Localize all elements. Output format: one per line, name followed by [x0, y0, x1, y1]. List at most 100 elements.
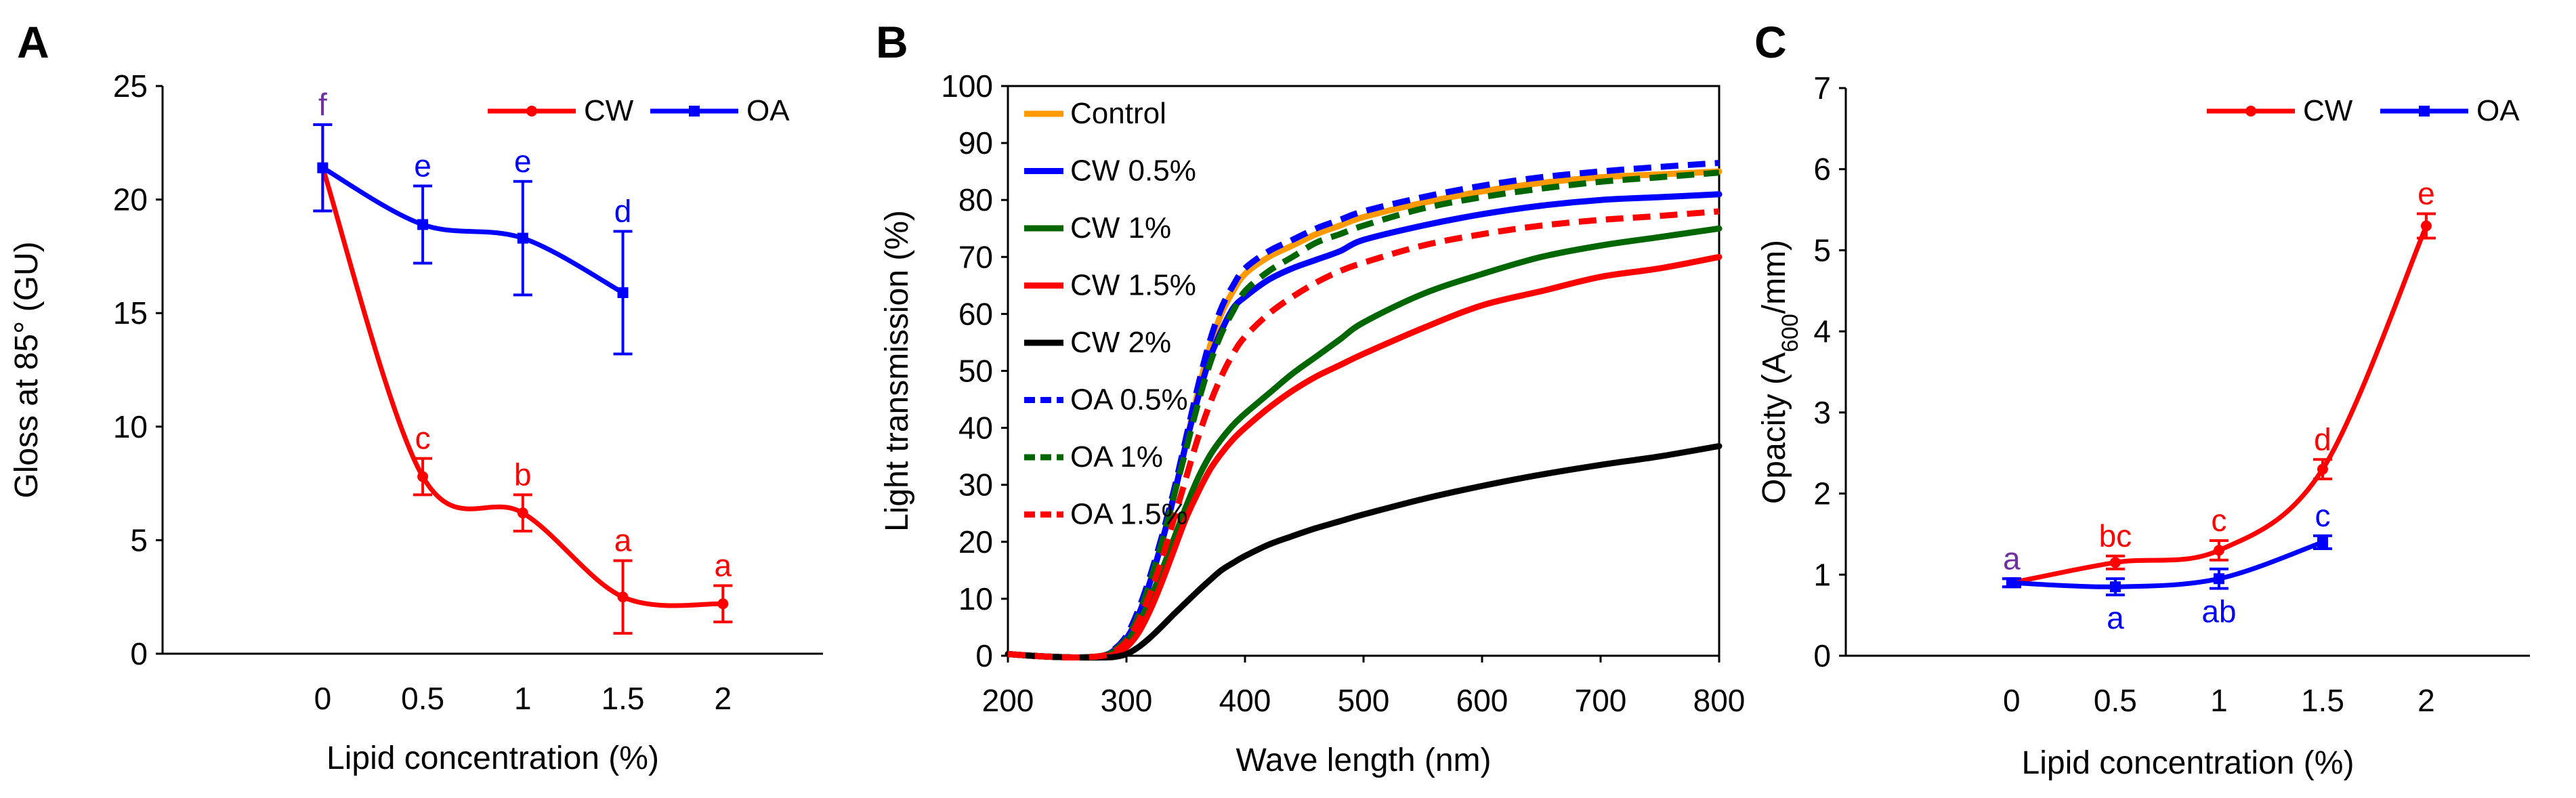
panel-c-series-oa-marker	[2109, 581, 2121, 593]
panel-a-x-tick-label: 0	[314, 681, 332, 716]
panel-c-legend-oa-marker	[2419, 106, 2430, 117]
panel-a-y-tick-label: 20	[113, 182, 148, 217]
panel-a-series-oa-marker	[517, 232, 528, 244]
panel-a-series-oa-significance-letter: e	[514, 144, 532, 179]
panel-b-y-tick-label: 40	[958, 411, 993, 446]
panel-b-x-tick-label: 700	[1575, 683, 1627, 718]
panel-a-series-oa-marker	[317, 162, 329, 173]
panel-b-x-tick-label: 500	[1338, 683, 1390, 718]
panel-b-x-tick-label: 600	[1456, 683, 1508, 718]
panel-b-x-tick-label: 400	[1219, 683, 1271, 718]
panel-a-series-cw-marker	[417, 471, 429, 482]
panel-c-series-oa-significance-letter: a	[2107, 600, 2124, 635]
panel-a-x-tick-label: 2	[714, 681, 732, 716]
panel-b-legend-cw-1-label: CW 1%	[1070, 211, 1171, 245]
panel-b-legend-control-label: Control	[1070, 97, 1166, 130]
panel-b-y-tick-label: 0	[975, 638, 993, 673]
panel-c-label: C	[1754, 17, 1787, 67]
panel-b-legend-cw-1-5-label: CW 1.5%	[1070, 269, 1196, 302]
panel-a-series-cw-marker	[717, 598, 729, 610]
panel-c-y-tick-label: 1	[1813, 557, 1831, 592]
panel-a-y-axis-title: Gloss at 85° (GU)	[9, 241, 45, 498]
panel-a-x-tick-label: 1	[514, 681, 532, 716]
panel-c-x-tick-label: 2	[2417, 683, 2435, 718]
panel-b-series-oa-1-line	[1007, 169, 1720, 661]
panel-a-series-cw-significance-letter: f	[318, 87, 327, 122]
panel-c-series-cw-significance-letter: a	[2003, 541, 2021, 576]
panel-a-series-oa-significance-letter: e	[414, 148, 431, 183]
panel-b-label: B	[876, 17, 908, 67]
panel-c-series-cw-marker	[2420, 220, 2432, 232]
panel-a-legend-cw-marker	[526, 106, 537, 117]
panel-c-series-cw-marker	[2109, 557, 2121, 568]
panel-a-series-oa-marker	[617, 287, 629, 299]
panel-a-series-cw-significance-letter: b	[514, 457, 532, 492]
panel-c-series-cw-line	[2009, 224, 2429, 585]
panel-c: C 0 1 2 3 4 5 6 7 0 0.5 1 1.5 2 Lipid concentration (…	[1754, 17, 2530, 781]
panel-b-y-tick-label: 10	[958, 581, 993, 616]
panel-a-x-tick-label: 1.5	[601, 681, 645, 716]
panel-c-series-oa-marker	[2006, 577, 2017, 589]
panel-b-legend-oa-0-5-label: OA 0.5%	[1070, 383, 1188, 417]
panel-a-legend-oa-marker	[689, 106, 700, 117]
panel-c-legend-cw-marker	[2245, 106, 2256, 117]
panel-c-series-cw-significance-letter: c	[2211, 503, 2226, 538]
panel-b-y-tick-label: 50	[958, 354, 993, 389]
panel-b-y-tick-label: 100	[941, 68, 993, 104]
panel-b-series-oa-1-5-line	[1007, 208, 1720, 661]
panel-a-series-oa-line	[320, 165, 625, 295]
panel-c-series-cw-significance-letter: bc	[2099, 518, 2132, 553]
panel-c-y-tick-label: 3	[1813, 395, 1831, 430]
panel-b-y-tick-label: 70	[958, 239, 993, 274]
panel-c-y-tick-label: 7	[1813, 70, 1831, 106]
panel-c-x-tick-label: 0	[2003, 683, 2021, 718]
panel-a: A 0 5 10 15 20 25 0 0.5 1 1.5 2 Lipid concentration…	[9, 17, 823, 776]
panel-c-series-oa-significance-letter: c	[2315, 498, 2330, 533]
panel-a-series-cw-marker	[617, 591, 629, 603]
panel-b-y-axis-title: Light transmission (%)	[879, 210, 915, 532]
panel-a-legend-cw-label: CW	[584, 94, 634, 127]
panel-b-series-cw-2-line	[1005, 443, 1723, 661]
panel-b-y-tick-label: 90	[958, 125, 993, 161]
panel-b: B 0 10 20 30 40 50 60 70 80 90 100 200 300 400 500 600 7…	[876, 17, 1745, 778]
panel-a-series-cw-line	[320, 165, 725, 608]
panel-c-series-cw-marker	[2213, 545, 2224, 556]
panel-b-series-oa-0-5-line	[1007, 160, 1720, 661]
panel-a-y-tick-label: 10	[113, 409, 148, 444]
panel-a-series-cw-significance-letter: a	[614, 523, 632, 558]
panel-c-y-tick-label: 6	[1813, 152, 1831, 187]
panel-a-y-tick-label: 0	[130, 636, 148, 671]
panel-b-y-tick-label: 60	[958, 296, 993, 331]
panel-b-y-tick-label: 30	[958, 467, 993, 503]
panel-c-y-axis-title-prefix: Opacity (A	[1756, 352, 1792, 504]
panel-a-series-cw-significance-letter: a	[714, 547, 732, 583]
panel-c-x-tick-label: 1.5	[2301, 683, 2344, 718]
panel-c-series-oa-line	[2009, 539, 2325, 589]
panel-b-legend-cw-0-5-label: CW 0.5%	[1070, 154, 1196, 188]
panel-c-legend-oa-label: OA	[2476, 94, 2520, 127]
panel-b-x-tick-label: 300	[1101, 683, 1153, 718]
panel-b-legend-oa-1-5-label: OA 1.5%	[1070, 498, 1188, 531]
panel-c-series-cw-marker	[2317, 463, 2328, 475]
panel-a-y-tick-label: 15	[113, 295, 148, 331]
panel-c-y-axis-title-subscript: 600	[1777, 314, 1803, 352]
panel-b-legend-cw-2-label: CW 2%	[1070, 326, 1171, 359]
panel-c-y-tick-label: 4	[1813, 314, 1831, 349]
panel-c-series-oa-marker	[2213, 573, 2224, 585]
panel-a-series-oa-significance-letter: d	[614, 194, 632, 229]
panel-a-series-cw-marker	[517, 507, 528, 519]
panel-c-series-oa-marker	[2317, 537, 2328, 548]
panel-c-y-axis-title: Opacity (A600/mm)	[1756, 240, 1803, 504]
panel-c-y-tick-label: 2	[1813, 476, 1831, 511]
panel-c-y-axis-title-suffix: /mm)	[1756, 240, 1792, 314]
panel-b-x-axis-title: Wave length (nm)	[1236, 742, 1491, 778]
panel-a-x-tick-label: 0.5	[401, 681, 444, 716]
panel-b-y-tick-label: 20	[958, 524, 993, 560]
panel-a-label: A	[17, 17, 49, 67]
panel-c-series-cw-significance-letter: e	[2417, 176, 2435, 211]
panel-c-x-tick-label: 1	[2210, 683, 2228, 718]
panel-b-y-tick-label: 80	[958, 182, 993, 217]
panel-b-x-tick-label: 800	[1693, 683, 1746, 718]
panel-c-y-tick-label: 5	[1813, 232, 1831, 268]
